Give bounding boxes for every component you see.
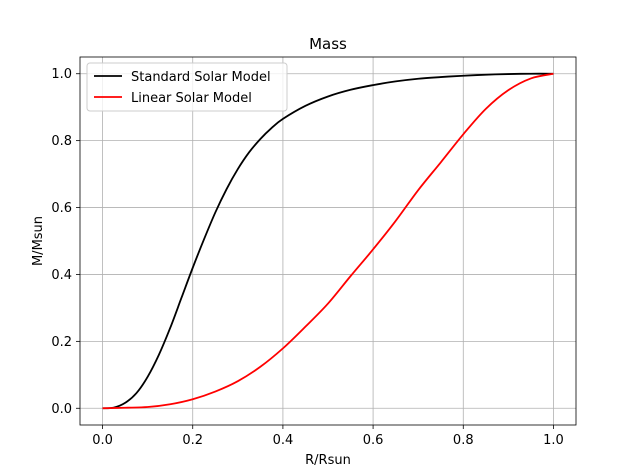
y-tick-label: 0.8 <box>51 134 72 149</box>
legend-label-linear: Linear Solar Model <box>131 91 252 106</box>
x-tick-label: 0.8 <box>453 433 474 448</box>
legend: Standard Solar Model Linear Solar Model <box>86 62 288 112</box>
x-tick-label: 0.4 <box>273 433 294 448</box>
series-line-linear-solar-model <box>102 72 554 410</box>
x-axis-label: R/Rsun <box>305 453 351 468</box>
x-tick-label: 1.0 <box>543 433 564 448</box>
y-tick-label: 0.2 <box>51 335 72 350</box>
x-tick-label: 0.6 <box>363 433 384 448</box>
series-layer <box>102 72 554 410</box>
series-line-standard-solar-model <box>102 72 554 410</box>
y-tick-label: 0.0 <box>51 402 72 417</box>
y-axis-label: M/Msun <box>31 216 46 266</box>
y-tick-label: 0.4 <box>51 268 72 283</box>
axis-ticks: 0.0 0.2 0.4 0.6 0.8 1.0 0.0 0.2 0.4 0.6 0.8 1.0 <box>51 67 563 448</box>
legend-box <box>86 62 288 112</box>
x-tick-label: 0.0 <box>92 433 113 448</box>
x-tick-label: 0.2 <box>182 433 203 448</box>
plot-frame <box>79 56 577 426</box>
y-tick-label: 1.0 <box>51 67 72 82</box>
y-tick-label: 0.6 <box>51 201 72 216</box>
legend-label-standard: Standard Solar Model <box>131 70 271 85</box>
plot-area <box>80 57 576 425</box>
chart-title: Mass <box>309 35 347 53</box>
